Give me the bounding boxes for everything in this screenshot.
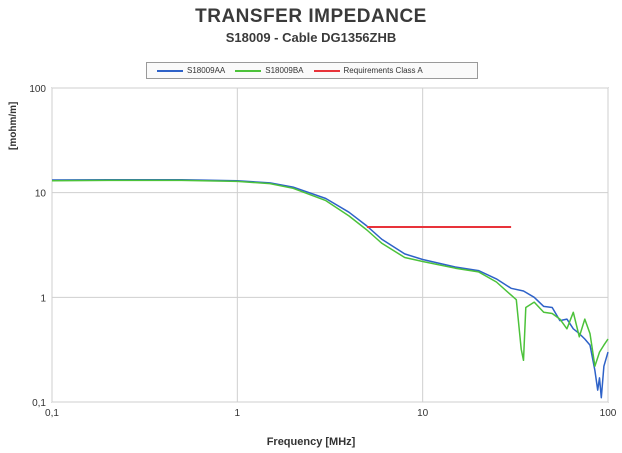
chart-title: TRANSFER IMPEDANCE	[195, 6, 427, 27]
legend-item-s18009ba: S18009BA	[235, 66, 304, 75]
legend-label-s18009ba: S18009BA	[265, 66, 304, 75]
series-line-s18009aa	[51, 178, 609, 399]
legend-swatch-s18009ba	[235, 69, 262, 72]
legend-swatch-requirements	[313, 69, 340, 72]
chart-subtitle: S18009 - Cable DG1356ZHB	[225, 30, 397, 45]
legend-swatch-s18009aa	[157, 69, 183, 72]
y-tick-label: 1	[40, 293, 46, 304]
plot-frame	[51, 87, 609, 403]
legend: S18009AA S18009BA Requirements Class A	[146, 62, 478, 79]
y-tick-label: 100	[29, 84, 46, 95]
y-tick-label: 10	[35, 189, 47, 200]
x-axis-label: Frequency [MHz]	[266, 436, 356, 448]
legend-item-requirements: Requirements Class A	[313, 66, 423, 75]
x-tick-label: 100	[600, 408, 617, 419]
x-tick-label: 10	[417, 408, 429, 419]
legend-label-requirements: Requirements Class A	[343, 66, 423, 75]
x-tick-label: 1	[235, 408, 241, 419]
legend-label-s18009aa: S18009AA	[187, 66, 226, 75]
series-line-s18009ba	[51, 179, 609, 367]
legend-item-s18009aa: S18009AA	[157, 66, 225, 75]
x-tick-label: 0,1	[45, 408, 59, 419]
y-tick-label: 0,1	[32, 398, 46, 409]
